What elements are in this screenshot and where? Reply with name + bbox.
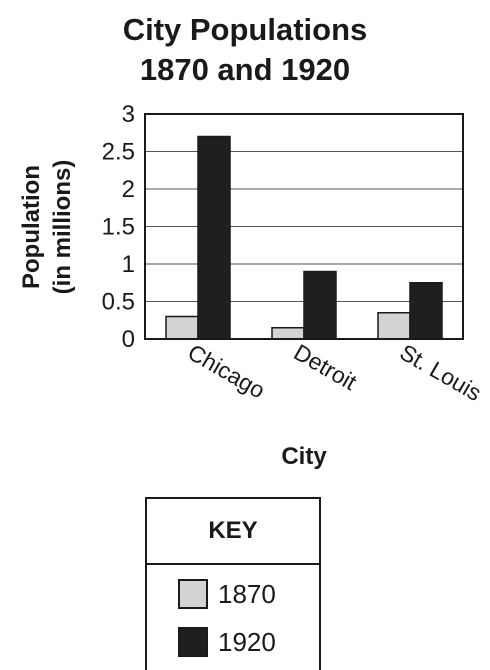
y-tick-label: 1.5: [102, 214, 135, 241]
x-axis-title: City: [281, 443, 327, 470]
legend-title: KEY: [147, 499, 319, 565]
bars: [165, 135, 443, 340]
legend-item-1870: 1870: [178, 578, 276, 610]
y-tick-labels: 0 0.5 1 1.5 2 2.5 3: [102, 101, 135, 353]
bar-chicago-1920: [197, 135, 231, 340]
plot-frame: [144, 113, 464, 340]
chart-plot: 0 0.5 1 1.5 2 2.5 3 Chicago Detroit St. Louis Po…: [18, 101, 487, 470]
y-tick-label: 3: [122, 101, 135, 128]
chart-title-line-1: City Populations: [122, 12, 368, 47]
legend-label-1920: 1920: [218, 626, 276, 657]
x-tick-label: Chicago: [184, 339, 270, 404]
legend-item-1920: 1920: [178, 626, 276, 658]
x-tick-label: Detroit: [290, 339, 362, 396]
bar-detroit-1920: [303, 270, 337, 340]
y-tick-label: 2.5: [102, 139, 135, 166]
legend-swatch-1920: [178, 627, 208, 657]
chart-title-line-2: 1870 and 1920: [139, 52, 351, 87]
y-axis-title-line-2: (in millions): [49, 160, 76, 295]
y-tick-label: 0: [122, 326, 135, 353]
y-tick-label: 0.5: [102, 289, 135, 316]
legend: KEY 1870 1920: [145, 497, 321, 670]
x-tick-labels: Chicago Detroit St. Louis: [184, 339, 487, 406]
x-tick-label: St. Louis: [396, 339, 487, 406]
bar-chicago-1870: [165, 315, 199, 340]
y-axis-title-line-1: Population: [18, 165, 45, 289]
bar-detroit-1870: [271, 327, 305, 340]
y-tick-label: 1: [122, 251, 135, 278]
legend-label-1870: 1870: [218, 578, 276, 609]
y-tick-label: 2: [122, 176, 135, 203]
bar-st-louis-1920: [409, 282, 443, 340]
bar-st-louis-1870: [377, 312, 411, 340]
legend-swatch-1870: [178, 579, 208, 609]
